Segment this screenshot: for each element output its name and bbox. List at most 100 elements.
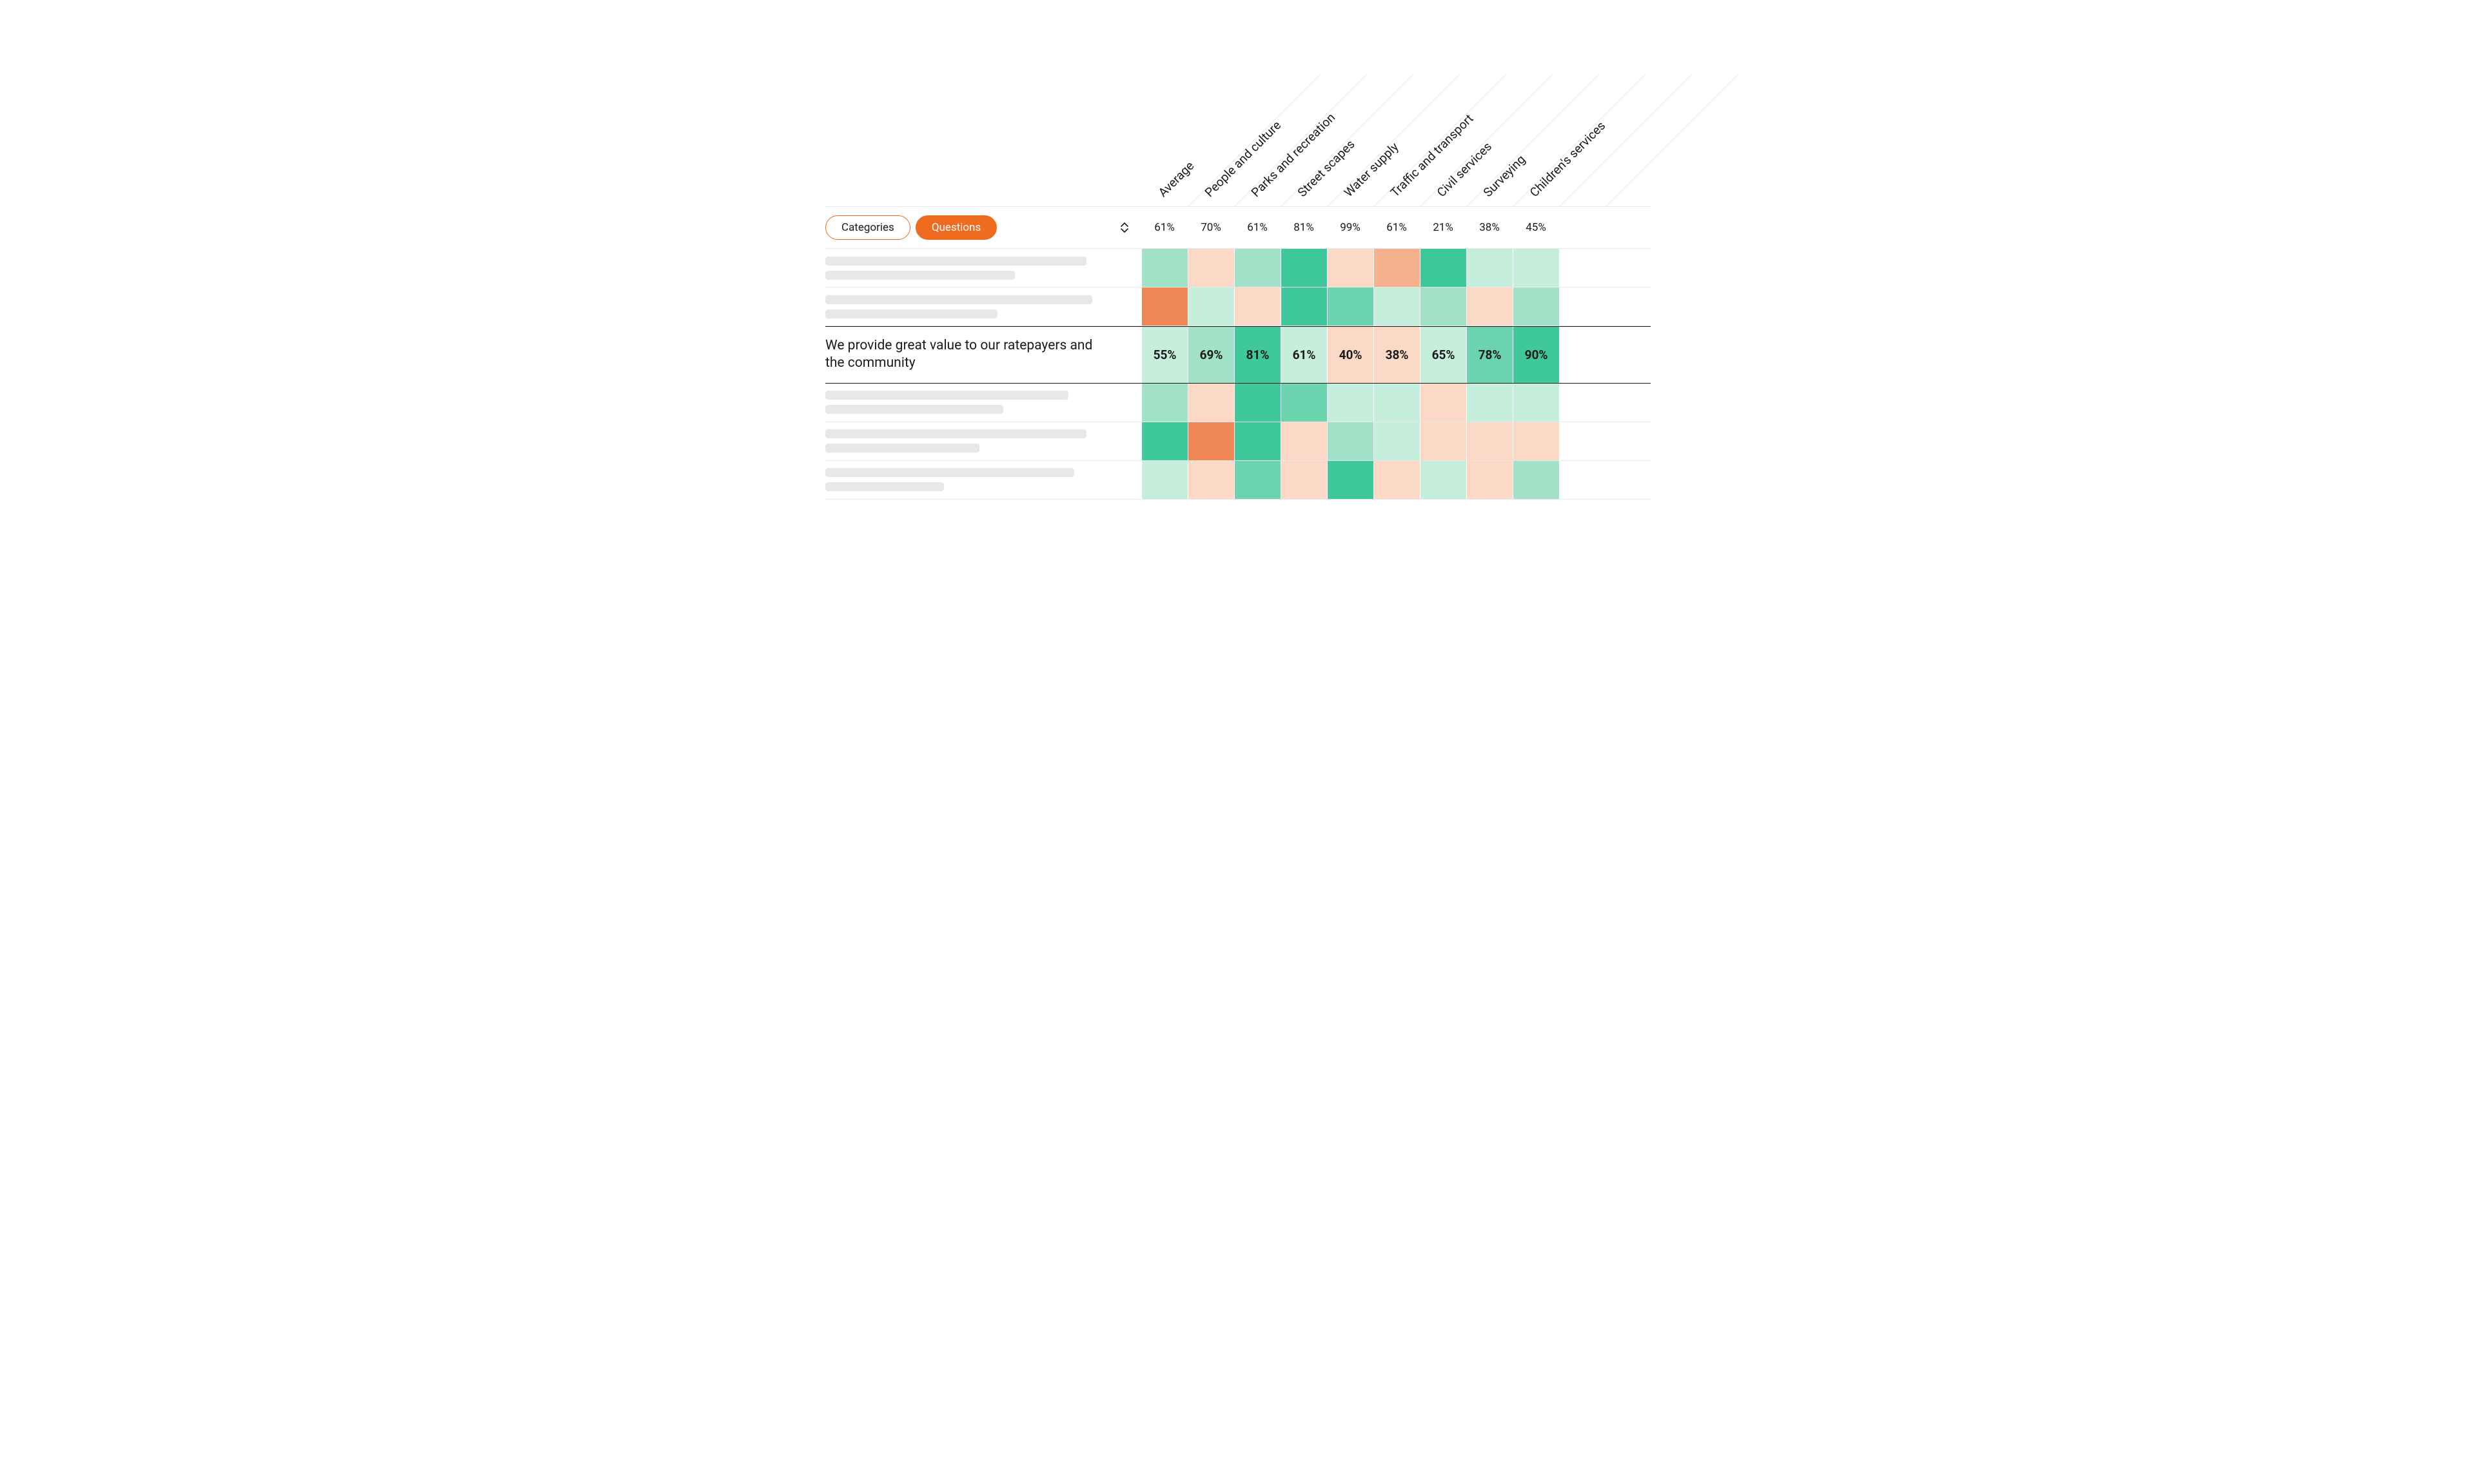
heat-cell-traffic[interactable]: 38% [1373, 327, 1420, 383]
heat-cell-water[interactable] [1327, 422, 1373, 460]
placeholder-line [825, 271, 1015, 280]
heat-cell-people[interactable] [1188, 288, 1234, 326]
heat-cell-water[interactable] [1327, 249, 1373, 287]
heat-cell-average[interactable] [1141, 288, 1188, 326]
heat-cell-people[interactable]: 69% [1188, 327, 1234, 383]
heat-cell-children[interactable] [1513, 288, 1559, 326]
heatmap-body: We provide great value to our ratepayers… [825, 249, 1651, 500]
heatmap-row[interactable] [825, 461, 1651, 500]
summary-traffic: 61% [1373, 221, 1420, 234]
heat-cell-parks[interactable]: 81% [1234, 327, 1281, 383]
summary-people: 70% [1188, 221, 1234, 234]
categories-toggle[interactable]: Categories [825, 215, 910, 240]
heatmap-row[interactable] [825, 249, 1651, 288]
row-label: We provide great value to our ratepayers… [825, 327, 1141, 383]
heat-cell-surveying[interactable] [1466, 249, 1513, 287]
heat-cell-surveying[interactable] [1466, 288, 1513, 326]
heat-cell-people[interactable] [1188, 384, 1234, 422]
row-label [825, 461, 1141, 499]
column-headers: AveragePeople and cultureParks and recre… [825, 32, 1651, 206]
heat-cell-civil[interactable]: 65% [1420, 327, 1466, 383]
heat-cell-average[interactable] [1141, 249, 1188, 287]
heat-cell-water[interactable] [1327, 461, 1373, 499]
column-header-streets[interactable]: Street scapes [1281, 32, 1327, 206]
row-label [825, 249, 1141, 287]
summary-children: 45% [1513, 221, 1559, 234]
heatmap-row-highlighted[interactable]: We provide great value to our ratepayers… [825, 326, 1651, 384]
heat-cell-average[interactable] [1141, 422, 1188, 460]
heat-cell-people[interactable] [1188, 422, 1234, 460]
column-header-surveying[interactable]: Surveying [1466, 32, 1513, 206]
column-header-people[interactable]: People and culture [1188, 32, 1234, 206]
placeholder-line [825, 391, 1068, 400]
row-label [825, 288, 1141, 326]
chevron-down-icon [1121, 228, 1128, 233]
questions-toggle[interactable]: Questions [916, 215, 997, 240]
heat-cell-water[interactable] [1327, 288, 1373, 326]
controls-summary-row: Categories Questions 61%70%61%81%99%61%2… [825, 206, 1651, 249]
heat-cell-surveying[interactable] [1466, 422, 1513, 460]
heat-cell-civil[interactable] [1420, 461, 1466, 499]
column-header-traffic[interactable]: Traffic and transport [1373, 32, 1420, 206]
heat-cell-children[interactable] [1513, 422, 1559, 460]
heat-cell-water[interactable] [1327, 384, 1373, 422]
heat-cell-streets[interactable] [1281, 249, 1327, 287]
heat-cell-children[interactable] [1513, 384, 1559, 422]
heat-cell-children[interactable] [1513, 249, 1559, 287]
placeholder-line [825, 309, 997, 318]
heatmap-container: AveragePeople and cultureParks and recre… [787, 0, 1689, 532]
row-label-text: We provide great value to our ratepayers… [825, 333, 1122, 376]
heat-cell-traffic[interactable] [1373, 249, 1420, 287]
column-header-parks[interactable]: Parks and recreation [1234, 32, 1281, 206]
heat-cell-parks[interactable] [1234, 288, 1281, 326]
heat-cell-children[interactable] [1513, 461, 1559, 499]
heat-cell-parks[interactable] [1234, 249, 1281, 287]
heat-cell-parks[interactable] [1234, 384, 1281, 422]
summary-average: 61% [1141, 221, 1188, 234]
heat-cell-streets[interactable] [1281, 288, 1327, 326]
heat-cell-streets[interactable]: 61% [1281, 327, 1327, 383]
heat-cell-children[interactable]: 90% [1513, 327, 1559, 383]
column-header-civil[interactable]: Civil services [1420, 32, 1466, 206]
summary-parks: 61% [1234, 221, 1281, 234]
sort-toggle[interactable] [1117, 222, 1132, 233]
placeholder-line [825, 482, 944, 491]
chevron-up-icon [1121, 222, 1128, 228]
heat-cell-streets[interactable] [1281, 461, 1327, 499]
heat-cell-civil[interactable] [1420, 384, 1466, 422]
heat-cell-people[interactable] [1188, 249, 1234, 287]
heat-cell-average[interactable]: 55% [1141, 327, 1188, 383]
placeholder-line [825, 444, 979, 453]
heat-cell-average[interactable] [1141, 461, 1188, 499]
heat-cell-streets[interactable] [1281, 384, 1327, 422]
heat-cell-surveying[interactable]: 78% [1466, 327, 1513, 383]
heat-cell-parks[interactable] [1234, 422, 1281, 460]
summary-civil: 21% [1420, 221, 1466, 234]
heat-cell-traffic[interactable] [1373, 384, 1420, 422]
heat-cell-civil[interactable] [1420, 288, 1466, 326]
heat-cell-streets[interactable] [1281, 422, 1327, 460]
placeholder-line [825, 405, 1003, 414]
heatmap-row[interactable] [825, 422, 1651, 461]
heat-cell-water[interactable]: 40% [1327, 327, 1373, 383]
summary-surveying: 38% [1466, 221, 1513, 234]
heat-cell-civil[interactable] [1420, 422, 1466, 460]
heat-cell-traffic[interactable] [1373, 461, 1420, 499]
view-toggle-group: Categories Questions [825, 215, 1141, 240]
heat-cell-people[interactable] [1188, 461, 1234, 499]
summary-water: 99% [1327, 221, 1373, 234]
heat-cell-average[interactable] [1141, 384, 1188, 422]
heat-cell-surveying[interactable] [1466, 384, 1513, 422]
column-header-children[interactable]: Children's services [1513, 32, 1559, 206]
heat-cell-surveying[interactable] [1466, 461, 1513, 499]
column-header-water[interactable]: Water supply [1327, 32, 1373, 206]
heatmap-row[interactable] [825, 288, 1651, 326]
heat-cell-traffic[interactable] [1373, 288, 1420, 326]
row-label [825, 422, 1141, 460]
placeholder-line [825, 257, 1086, 266]
heat-cell-traffic[interactable] [1373, 422, 1420, 460]
heatmap-row[interactable] [825, 384, 1651, 422]
heat-cell-parks[interactable] [1234, 461, 1281, 499]
heat-cell-civil[interactable] [1420, 249, 1466, 287]
column-header-average[interactable]: Average [1141, 32, 1188, 206]
